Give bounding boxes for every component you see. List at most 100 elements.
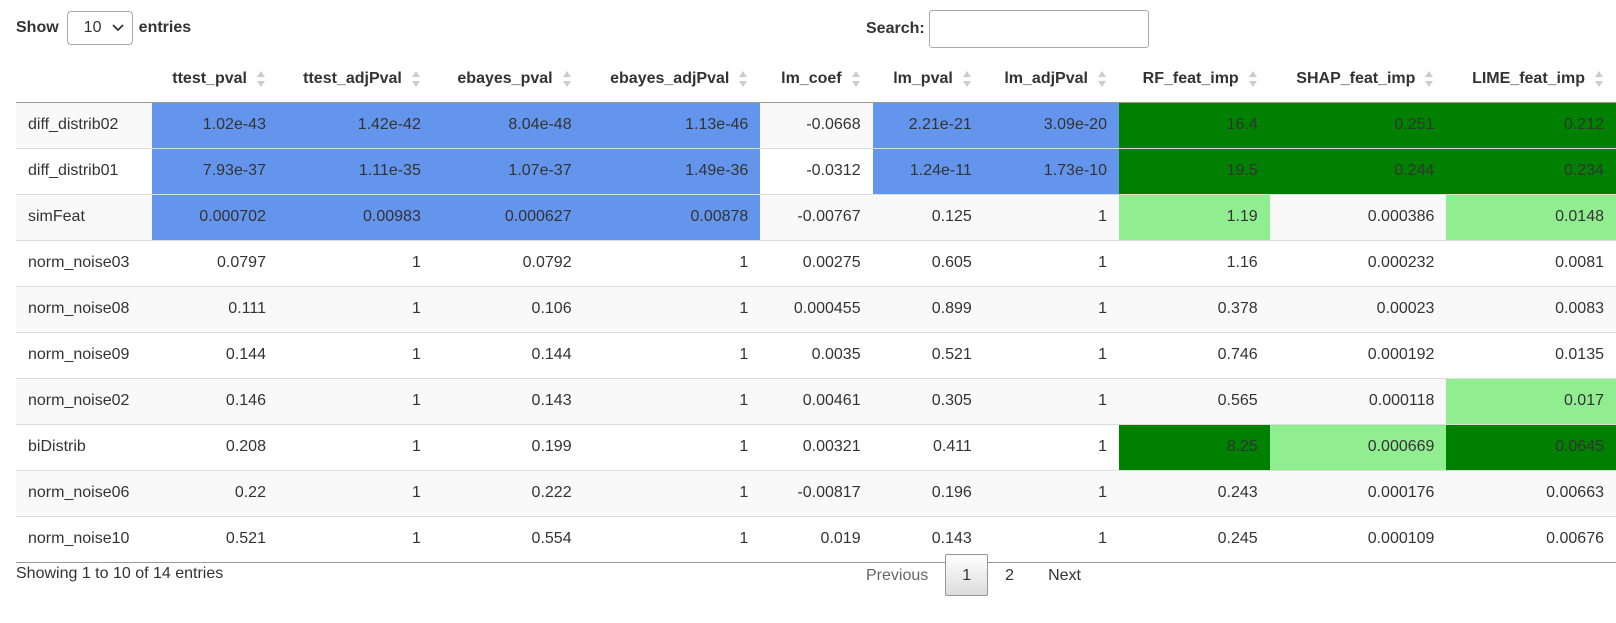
search-control: Search: [866, 10, 1149, 48]
table-cell: 2.21e-21 [872, 102, 984, 148]
table-cell: 0.554 [432, 515, 584, 563]
sort-icon [1424, 69, 1434, 89]
table-row[interactable]: norm_noise09 0.144 1 0.144 1 0.0035 0.521 1 0.74… [16, 331, 1616, 378]
table-cell: 0.899 [872, 285, 984, 332]
search-input[interactable] [928, 10, 1149, 48]
table-row[interactable]: biDistrib 0.208 1 0.199 1 0.00321 0.411 1 8.25 0.… [16, 423, 1616, 470]
table-cell: 0.000627 [432, 193, 584, 240]
sort-icon [1594, 69, 1604, 89]
table-cell: -0.00767 [760, 193, 873, 240]
table-cell: 1 [583, 331, 761, 378]
table-row[interactable]: norm_noise08 0.111 1 0.106 1 0.000455 0.899 1 0.… [16, 285, 1616, 332]
table-cell: 0.000118 [1269, 377, 1447, 424]
table-cell: 0.125 [872, 193, 984, 240]
column-header-ebayes-adjpval[interactable]: ebayes_adjPval [583, 57, 761, 103]
row-name-cell: norm_noise03 [16, 239, 153, 286]
table-row[interactable]: norm_noise02 0.146 1 0.143 1 0.00461 0.305 1 0.5… [16, 377, 1616, 424]
show-label: Show [16, 19, 59, 36]
table-cell: 0.0645 [1446, 423, 1616, 470]
table-cell: 16.4 [1118, 102, 1270, 148]
page-2-button[interactable]: 2 [1005, 567, 1015, 584]
table-cell: 0.000702 [152, 193, 278, 240]
column-header-rf-feat-imp[interactable]: RF_feat_imp [1118, 57, 1270, 103]
table-cell: 1 [583, 423, 761, 470]
table-cell: 0.000455 [760, 285, 873, 332]
table-cell: 0.245 [1118, 515, 1270, 563]
column-header-lm-coef[interactable]: lm_coef [760, 57, 873, 103]
table-cell: 1.19 [1118, 193, 1270, 240]
table-cell: 0.0148 [1446, 193, 1616, 240]
entries-per-page-select[interactable]: 10 [66, 11, 133, 45]
row-name-cell: norm_noise10 [16, 515, 153, 563]
table-cell: 0.0081 [1446, 239, 1616, 286]
sort-icon [962, 69, 972, 89]
table-cell: 0.746 [1118, 331, 1270, 378]
table-cell: 8.25 [1118, 423, 1270, 470]
column-header-lm-pval[interactable]: lm_pval [872, 57, 984, 103]
column-header-shap-feat-imp[interactable]: SHAP_feat_imp [1269, 57, 1447, 103]
table-cell: 0.244 [1269, 147, 1447, 194]
table-cell: 0.565 [1118, 377, 1270, 424]
table-cell: 0.00676 [1446, 515, 1616, 563]
table-cell: 0.144 [152, 331, 278, 378]
search-label: Search: [866, 20, 925, 37]
column-header-label: ttest_adjPval [303, 70, 402, 88]
table-cell: 0.143 [432, 377, 584, 424]
table-cell: 0.000232 [1269, 239, 1447, 286]
table-cell: 0.111 [152, 285, 278, 332]
column-header-ttest-pval[interactable]: ttest_pval [152, 57, 278, 103]
table-row[interactable]: norm_noise10 0.521 1 0.554 1 0.019 0.143 1 0.245… [16, 515, 1616, 563]
column-header-label: lm_pval [893, 70, 953, 88]
table-cell: 0.0083 [1446, 285, 1616, 332]
table-cell: 0.00461 [760, 377, 873, 424]
table-cell: 0.000109 [1269, 515, 1447, 563]
previous-page-button[interactable]: Previous [866, 567, 929, 584]
table-cell: 1 [583, 469, 761, 516]
table-row[interactable]: diff_distrib01 7.93e-37 1.11e-35 1.07e-37 1.… [16, 147, 1616, 194]
page-1-button[interactable]: 1 [945, 554, 989, 596]
column-header-rownames[interactable] [16, 57, 153, 103]
next-page-button[interactable]: Next [1048, 567, 1081, 584]
table-cell: 1 [583, 285, 761, 332]
column-header-lime-feat-imp[interactable]: LIME_feat_imp [1446, 57, 1616, 103]
table-row[interactable]: norm_noise06 0.22 1 0.222 1 -0.00817 0.196 1 0.2… [16, 469, 1616, 516]
table-cell: 0.378 [1118, 285, 1270, 332]
table-info: Showing 1 to 10 of 14 entries [16, 565, 224, 582]
length-control: Show 10 entries [16, 11, 191, 45]
table-cell: 1 [983, 423, 1119, 470]
row-name-cell: biDistrib [16, 423, 153, 470]
table-cell: 1 [983, 515, 1119, 563]
table-cell: 19.5 [1118, 147, 1270, 194]
table-cell: 0.222 [432, 469, 584, 516]
table-cell: 0.00663 [1446, 469, 1616, 516]
table-cell: 0.000386 [1269, 193, 1447, 240]
table-cell: 1 [277, 285, 433, 332]
table-row[interactable]: norm_noise03 0.0797 1 0.0792 1 0.00275 0.605 1 1… [16, 239, 1616, 286]
table-cell: 0.234 [1446, 147, 1616, 194]
column-header-ebayes-pval[interactable]: ebayes_pval [432, 57, 584, 103]
table-cell: 7.93e-37 [152, 147, 278, 194]
table-cell: 1.13e-46 [583, 102, 761, 148]
table-cell: 8.04e-48 [432, 102, 584, 148]
table-cell: 1.49e-36 [583, 147, 761, 194]
table-cell: 0.0035 [760, 331, 873, 378]
table-cell: 0.019 [760, 515, 873, 563]
table-row[interactable]: simFeat 0.000702 0.00983 0.000627 0.00878 -0.… [16, 193, 1616, 240]
table-cell: 1.07e-37 [432, 147, 584, 194]
table-cell: 1 [277, 331, 433, 378]
table-cell: 0.199 [432, 423, 584, 470]
table-cell: -0.0668 [760, 102, 873, 148]
row-name-cell: diff_distrib02 [16, 102, 153, 148]
column-header-label: SHAP_feat_imp [1296, 70, 1416, 88]
table-cell: 0.212 [1446, 102, 1616, 148]
sort-icon [738, 69, 748, 89]
table-cell: 0.000176 [1269, 469, 1447, 516]
table-header-row: ttest_pval ttest_adjPval ebayes_pval ebayes… [16, 57, 1616, 103]
table-row[interactable]: diff_distrib02 1.02e-43 1.42e-42 8.04e-48 1.… [16, 102, 1616, 148]
column-header-lm-adjpval[interactable]: lm_adjPval [983, 57, 1119, 103]
table-cell: 0.196 [872, 469, 984, 516]
column-header-ttest-adjpval[interactable]: ttest_adjPval [277, 57, 433, 103]
row-name-cell: diff_distrib01 [16, 147, 153, 194]
